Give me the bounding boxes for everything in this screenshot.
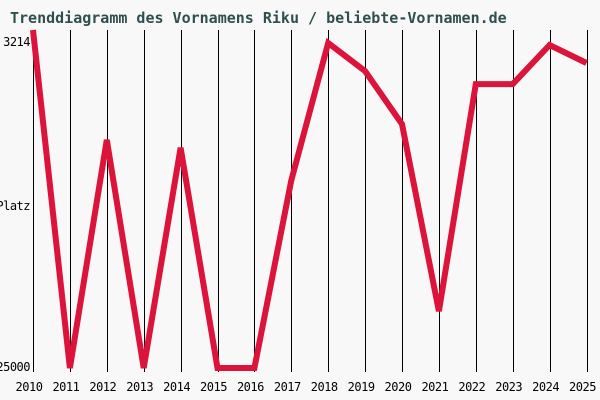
x-tick-label: 2017 — [274, 380, 301, 394]
x-tick-label: 2020 — [385, 380, 412, 394]
x-tick-label: 2011 — [52, 380, 79, 394]
x-tick-label: 2015 — [200, 380, 227, 394]
x-tick-label: 2013 — [126, 380, 153, 394]
x-tick-label: 2014 — [163, 380, 190, 394]
x-tick-label: 2010 — [16, 380, 43, 394]
y-axis-min-label: 25000 — [0, 360, 30, 374]
x-tick-label: 2016 — [237, 380, 264, 394]
y-axis-max-label: 3214 — [3, 35, 30, 49]
x-tick-label: 2023 — [495, 380, 522, 394]
x-tick-label: 2022 — [458, 380, 485, 394]
page-title: Trenddiagramm des Vornamens Riku / belie… — [10, 9, 507, 27]
x-tick-label: 2021 — [421, 380, 448, 394]
y-axis-title: Platz — [0, 199, 30, 213]
x-tick-label: 2012 — [89, 380, 116, 394]
x-tick-label: 2018 — [311, 380, 338, 394]
x-tick-label: 2025 — [569, 380, 596, 394]
trend-line — [30, 29, 588, 371]
x-tick-label: 2024 — [532, 380, 559, 394]
x-tick-label: 2019 — [348, 380, 375, 394]
